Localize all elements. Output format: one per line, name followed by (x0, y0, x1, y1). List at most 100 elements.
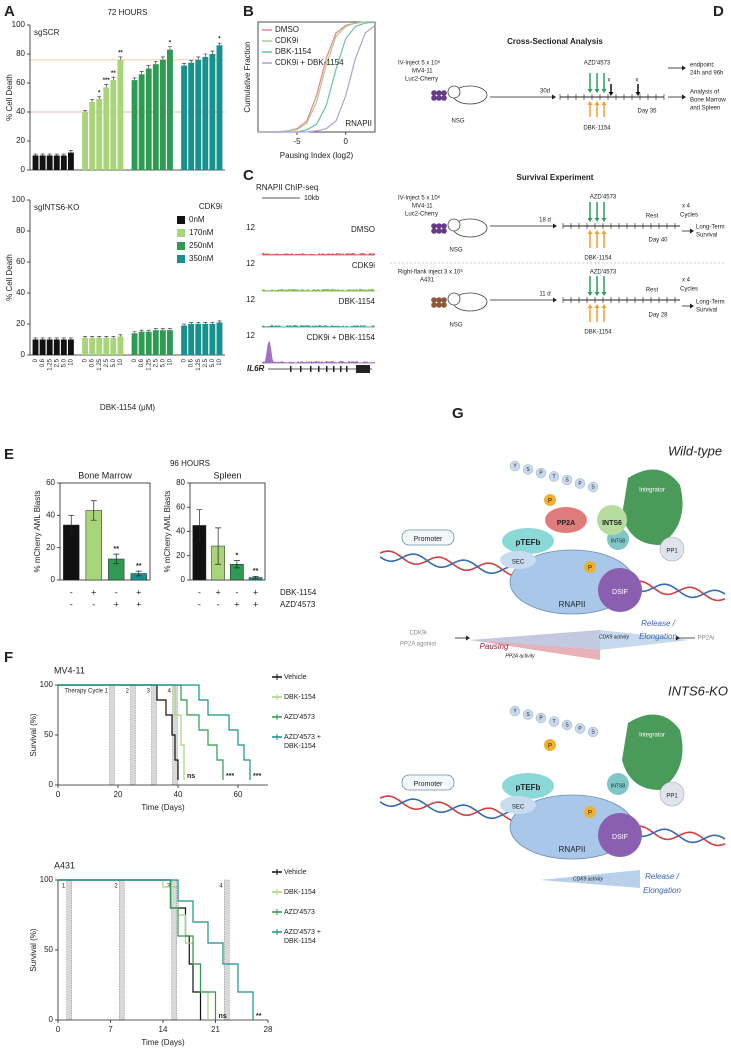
error-bar (47, 153, 52, 156)
arrow-head (594, 89, 600, 93)
therapy-band (66, 879, 72, 1021)
x-tick-label: 0.6 (189, 358, 195, 367)
x-tick-label: 5.0 (61, 358, 67, 367)
panel-label: A (4, 3, 15, 20)
error-bar (217, 42, 222, 46)
track-label: DBK-1154 (339, 297, 376, 306)
error-bar (90, 336, 95, 338)
error-bar (203, 53, 208, 57)
bar (188, 62, 195, 171)
error-bar (113, 553, 120, 565)
condition-sign: - (198, 599, 201, 609)
error-bar (61, 337, 66, 340)
track-label: CDK9i (352, 261, 375, 270)
model-text: PP1 (666, 794, 678, 800)
sec (500, 551, 536, 569)
error-bar (196, 509, 203, 542)
model-text: DSIF (612, 589, 628, 596)
bar (195, 324, 202, 355)
legend-box: Vehicle (284, 869, 307, 876)
y-tick-label: 60 (16, 78, 25, 87)
error-bar (139, 71, 144, 75)
arrow-head (601, 101, 607, 105)
significance: *** (253, 773, 261, 780)
legend-swatch (177, 229, 185, 237)
arrow-head (594, 101, 600, 105)
track-scale: 12 (246, 295, 255, 304)
bar (60, 155, 67, 170)
significance: ** (114, 546, 120, 553)
x-tick-label: 0 (182, 358, 188, 362)
schema-text: Day 40 (648, 238, 668, 244)
error-bar (111, 336, 116, 338)
exon (346, 366, 348, 372)
x-tick-label: 1.25 (146, 358, 152, 370)
x-tick-label: 28 (264, 1025, 273, 1034)
legend-label: Vehicle (284, 869, 307, 876)
x-tick-label: 5.0 (210, 358, 216, 367)
x-tick-label: 0.6 (139, 358, 145, 367)
ctd-letter: P (578, 481, 582, 487)
arrow-head (690, 303, 694, 309)
schema-text: Long-Term (696, 300, 725, 306)
y-tick-label: 20 (16, 319, 25, 328)
condition-sign: + (253, 587, 258, 597)
model-text: SEC (512, 805, 525, 811)
therapy-label: 2 (114, 884, 118, 890)
therapy-band (151, 684, 157, 786)
exon (290, 366, 292, 372)
significance: ns (187, 773, 195, 780)
exon (310, 366, 312, 372)
error-bar (54, 337, 59, 340)
x-tick-label: 0 (344, 137, 349, 146)
y-tick-label: 80 (16, 226, 25, 235)
ptefb (502, 773, 554, 799)
y-tick-label: 60 (176, 502, 185, 511)
arrow-head (682, 94, 686, 100)
mouse-head (447, 292, 461, 306)
model-text: PP2A activity (505, 653, 535, 659)
bar (159, 330, 166, 355)
error-bar (153, 60, 158, 65)
bar (32, 339, 39, 355)
model-text: CDK9 activity (573, 876, 604, 882)
bar (82, 337, 88, 355)
error-bar (104, 84, 109, 88)
promoter (401, 529, 455, 546)
panel-label: C (243, 167, 254, 184)
promoter (401, 774, 455, 791)
panel-label: F (4, 649, 13, 666)
schema-text: A431 (420, 278, 435, 284)
arrow-head (466, 635, 470, 641)
schema-text: Right-flank inject 3 x 10⁶ (398, 269, 463, 276)
x-tick-label: 2.5 (54, 358, 60, 367)
schema-text: Day 35 (637, 109, 657, 115)
error-bar (153, 328, 158, 331)
survival-line (58, 684, 224, 780)
track-signal (261, 288, 376, 292)
legend-label: AZD'4573 + DBK-1154 (284, 929, 321, 945)
bar (188, 324, 195, 355)
ctd-letter: S (526, 467, 530, 473)
arrow-head (587, 89, 593, 93)
arrow-head (601, 304, 607, 308)
cells (436, 228, 442, 234)
cells (431, 95, 437, 101)
model-text: Release / (645, 872, 680, 881)
condition-label: AZD'4573 (280, 600, 316, 609)
arrow-head (587, 304, 593, 308)
error-bar (118, 56, 123, 60)
ints8 (607, 773, 629, 795)
exon (340, 366, 342, 372)
condition-sign: + (114, 599, 119, 609)
bar (131, 80, 138, 170)
condition-sign: + (234, 599, 239, 609)
y-tick-label: 60 (46, 478, 55, 487)
subtitle: sgSCR (34, 28, 60, 37)
pp1 (659, 536, 685, 562)
bar (39, 339, 46, 355)
schema-text: AZD'4573 (590, 270, 617, 276)
x-axis-title: Time (Days) (141, 803, 185, 812)
error-bar (189, 60, 194, 63)
y-axis-title: Survival (%) (29, 713, 38, 756)
